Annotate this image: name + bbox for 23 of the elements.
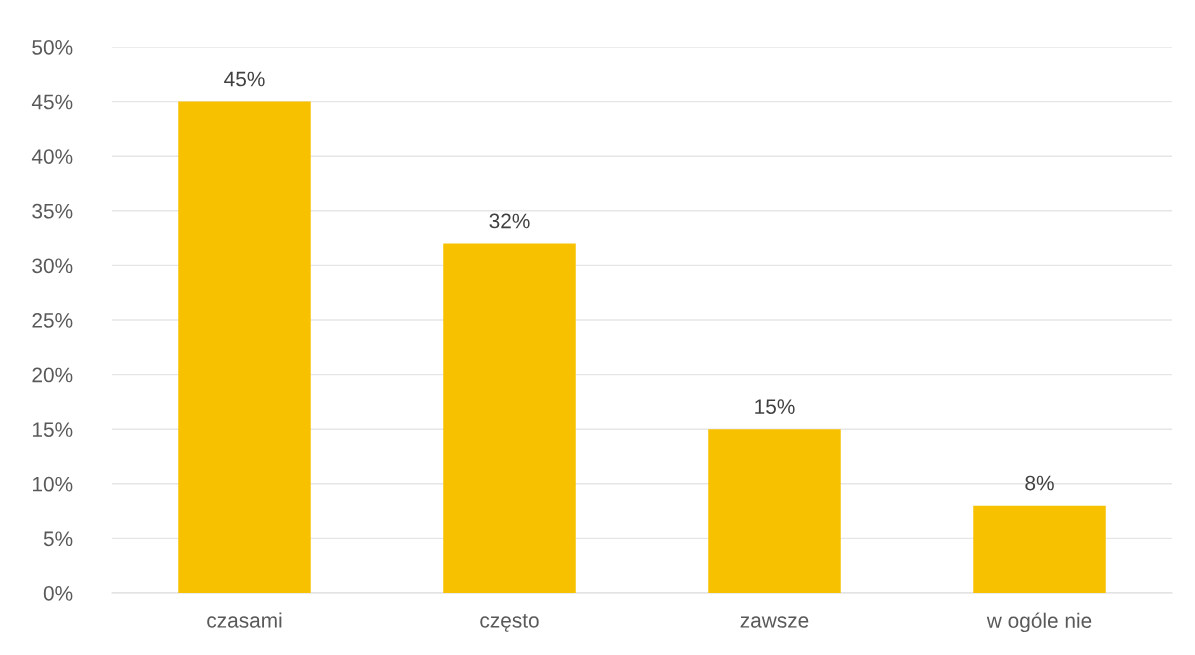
y-tick-label: 40% [31, 149, 73, 164]
y-tick-label: 0% [43, 586, 73, 601]
bar [443, 243, 576, 593]
y-tick-label: 50% [32, 40, 73, 55]
y-tick-label: 15% [33, 422, 73, 437]
bar [178, 101, 311, 593]
x-tick-label: czasami [207, 612, 282, 628]
y-tick-label: 45% [31, 94, 73, 110]
x-tick-label: w ogóle nie [986, 612, 1092, 633]
y-tick-label: 35% [32, 203, 73, 219]
y-tick-label: 30% [32, 258, 73, 274]
y-tick-label: 25% [32, 313, 73, 328]
data-label: 45% [224, 71, 265, 87]
y-tick-label: 10% [33, 476, 73, 492]
x-tick-label: zawsze [740, 616, 809, 628]
data-label: 32% [489, 213, 530, 229]
bar [973, 505, 1106, 593]
x-tick-label: często [480, 614, 539, 632]
y-tick-label: 5% [43, 531, 73, 547]
data-label: 8% [1025, 475, 1054, 491]
bar [708, 429, 841, 593]
data-label: 15% [755, 399, 795, 414]
y-tick-label: 20% [32, 367, 73, 383]
